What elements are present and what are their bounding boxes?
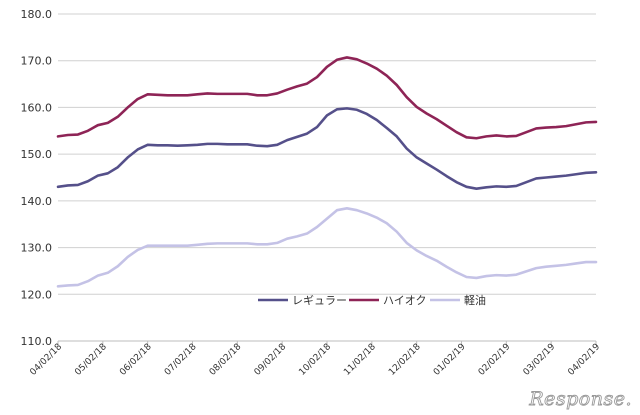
x-tick-label: 02/02/19	[477, 342, 513, 378]
x-tick-label: 12/02/18	[387, 342, 423, 378]
y-tick-label: 160.0	[21, 101, 53, 114]
response-watermark: Response.	[528, 388, 632, 410]
series-line-ハイオク	[56, 56, 598, 140]
legend-item: レギュラー	[258, 294, 347, 307]
x-tick-label: 04/02/19	[566, 342, 602, 378]
x-tick-label: 08/02/18	[208, 342, 244, 378]
y-tick-label: 130.0	[21, 242, 53, 255]
x-tick-label: 06/02/18	[118, 342, 154, 378]
series-line-軽油	[56, 207, 598, 288]
y-tick-label: 120.0	[21, 288, 53, 301]
series-lines	[56, 56, 598, 288]
x-axis-ticks: 04/02/18 05/02/18 06/02/18 07/02/18 08/02/18…	[28, 341, 602, 378]
x-tick-label: 11/02/18	[342, 342, 378, 378]
x-tick-label: 05/02/18	[73, 342, 109, 378]
y-axis-ticks: 110.0 120.0 130.0 140.0 150.0 160.0 170.0 180.0	[21, 8, 53, 348]
legend-label: ハイオク	[383, 294, 427, 307]
legend-item: 軽油	[430, 293, 486, 307]
gridlines	[58, 13, 596, 295]
legend-item: ハイオク	[349, 294, 427, 307]
x-tick-label: 01/02/19	[432, 342, 468, 378]
legend-label: レギュラー	[292, 294, 347, 307]
x-tick-label: 07/02/18	[163, 342, 199, 378]
x-tick-label: 03/02/19	[522, 342, 558, 378]
y-tick-label: 170.0	[21, 55, 53, 68]
legend: レギュラー ハイオク 軽油	[258, 293, 486, 307]
y-tick-label: 150.0	[21, 148, 53, 161]
x-tick-label: 10/02/18	[297, 342, 333, 378]
y-tick-label: 110.0	[21, 335, 53, 348]
x-tick-label: 09/02/18	[253, 342, 289, 378]
legend-label: 軽油	[464, 293, 486, 307]
series-line-レギュラー	[56, 107, 598, 191]
y-tick-label: 180.0	[21, 8, 53, 21]
y-tick-label: 140.0	[21, 195, 53, 208]
